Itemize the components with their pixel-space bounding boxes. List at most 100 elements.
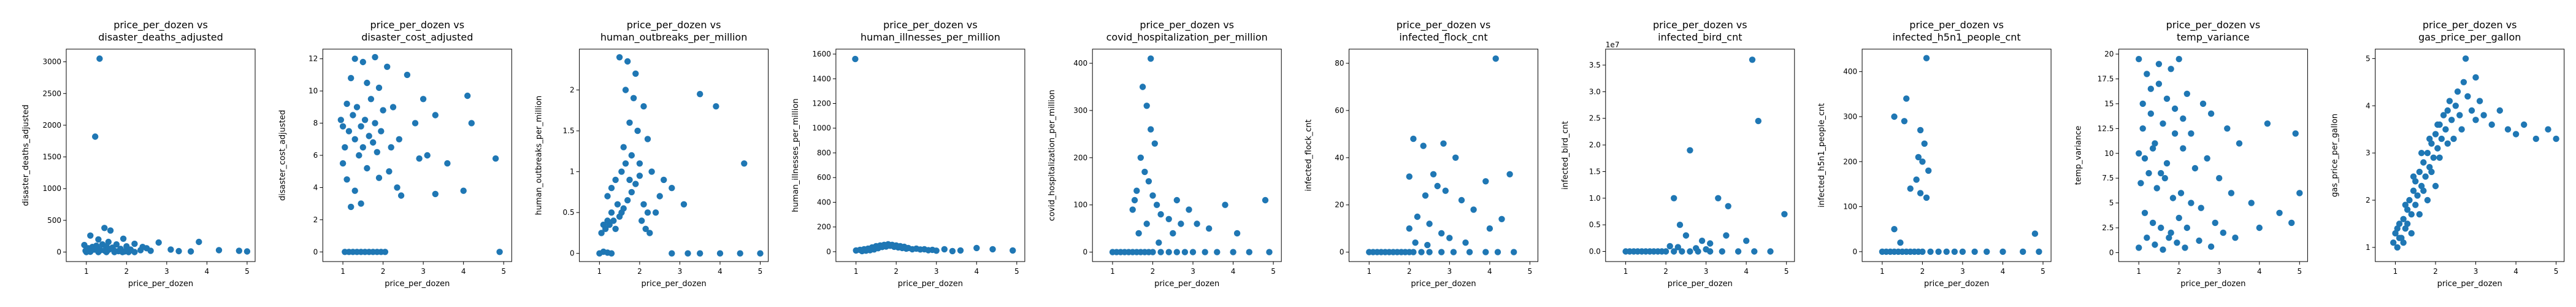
data-point xyxy=(612,225,619,232)
data-point xyxy=(404,71,411,79)
data-point xyxy=(1426,249,1433,255)
data-point xyxy=(378,128,385,134)
data-point xyxy=(460,187,467,194)
data-point xyxy=(2480,112,2487,119)
data-point xyxy=(2521,121,2528,128)
x-tick-label: 5 xyxy=(2297,267,2302,276)
chart-title-line2: disaster_cost_adjusted xyxy=(361,31,473,44)
data-point xyxy=(669,185,675,192)
data-point xyxy=(2296,190,2303,196)
data-point xyxy=(2424,150,2431,157)
data-point xyxy=(1157,249,1164,255)
data-point xyxy=(348,203,355,211)
y-tick-label: 3 xyxy=(2366,149,2371,157)
data-point xyxy=(492,155,499,162)
data-point xyxy=(1129,206,1136,213)
y-tick-label: 100 xyxy=(1073,201,1087,209)
data-point xyxy=(917,246,924,253)
data-point xyxy=(2460,79,2467,85)
data-point xyxy=(638,217,645,224)
data-point xyxy=(1486,225,1493,232)
data-point xyxy=(2141,209,2149,216)
data-point xyxy=(1781,211,1788,217)
data-point xyxy=(1434,182,1441,190)
data-point xyxy=(2149,145,2156,152)
data-point xyxy=(119,249,126,255)
data-point xyxy=(697,91,703,98)
data-point xyxy=(1246,249,1253,255)
data-point xyxy=(2137,180,2144,187)
chart-title-line2: human_illnesses_per_million xyxy=(861,31,1000,44)
data-point xyxy=(1921,140,1928,147)
x-tick-label: 4 xyxy=(718,267,723,276)
x-axis-label: price_per_dozen xyxy=(128,279,193,289)
data-point xyxy=(375,174,383,181)
data-point xyxy=(131,249,138,255)
x-tick-label: 1 xyxy=(854,267,859,276)
chart-title-line1: price_per_dozen vs xyxy=(1653,19,1747,31)
y-tick-label: 1000 xyxy=(812,124,831,133)
data-point xyxy=(680,201,688,208)
y-tick-label: 1 xyxy=(570,168,575,176)
data-point xyxy=(628,188,635,196)
data-point xyxy=(1913,176,1920,183)
chart-title-line1: price_per_dozen vs xyxy=(2423,19,2517,31)
x-tick-label: 3 xyxy=(1960,267,1965,276)
data-point xyxy=(366,133,372,139)
data-point xyxy=(2428,168,2435,176)
data-point xyxy=(2168,66,2174,72)
x-tick-label: 3 xyxy=(1704,267,1709,276)
x-tick-label: 4 xyxy=(461,267,466,276)
x-tick-label: 2 xyxy=(1663,267,1668,276)
y-tick-label: 1 xyxy=(2366,243,2371,252)
x-tick-label: 3 xyxy=(164,267,169,276)
data-point xyxy=(2139,125,2146,132)
y-axis-label: temp_variance xyxy=(2074,126,2083,185)
data-point xyxy=(642,225,649,232)
y-axis-label: disaster_deaths_adjusted xyxy=(21,104,31,206)
data-point xyxy=(2434,145,2441,152)
data-point xyxy=(94,245,101,252)
chart-title-line2: covid_hospitalization_per_million xyxy=(1106,31,1268,44)
x-tick-label: 1 xyxy=(340,267,345,276)
data-point xyxy=(626,176,633,184)
chart-title-line2: gas_price_per_gallon xyxy=(2418,31,2521,44)
y-axis-label: human_illnesses_per_million xyxy=(791,98,800,212)
data-point xyxy=(1698,238,1706,244)
y-tick-label: 100 xyxy=(1843,203,1857,211)
data-point xyxy=(1426,220,1433,227)
data-point xyxy=(2476,98,2483,104)
data-point xyxy=(604,217,611,224)
data-point xyxy=(640,103,647,110)
y-tick-label: 12 xyxy=(309,55,318,63)
data-point xyxy=(2288,219,2295,227)
data-point xyxy=(1903,95,1910,102)
data-point xyxy=(2166,235,2172,241)
data-point xyxy=(2424,196,2431,204)
x-tick-label: 1 xyxy=(2393,267,2398,276)
data-point xyxy=(1917,126,1924,134)
data-point xyxy=(2160,246,2166,253)
chart-title-line1: price_per_dozen vs xyxy=(1140,19,1234,31)
data-point xyxy=(1131,196,1138,204)
data-point xyxy=(656,193,663,200)
data-point xyxy=(1494,249,1501,255)
data-point xyxy=(1735,248,1742,255)
data-point xyxy=(1662,248,1669,255)
chart-title-line2: infected_bird_cnt xyxy=(1658,31,1742,44)
data-point xyxy=(361,117,369,123)
data-point xyxy=(1723,232,1730,239)
data-point xyxy=(909,246,916,253)
data-point xyxy=(2406,196,2413,204)
data-point xyxy=(2444,140,2451,147)
y-tick-label: 17.5 xyxy=(2098,75,2114,84)
y-tick-label: 200 xyxy=(1073,154,1087,162)
data-point xyxy=(2155,61,2163,68)
data-point xyxy=(1923,55,1930,61)
data-point xyxy=(616,213,623,220)
data-point xyxy=(2496,107,2503,114)
data-point xyxy=(684,250,691,257)
x-tick-label: 2 xyxy=(637,267,642,276)
data-point xyxy=(1186,206,1192,213)
